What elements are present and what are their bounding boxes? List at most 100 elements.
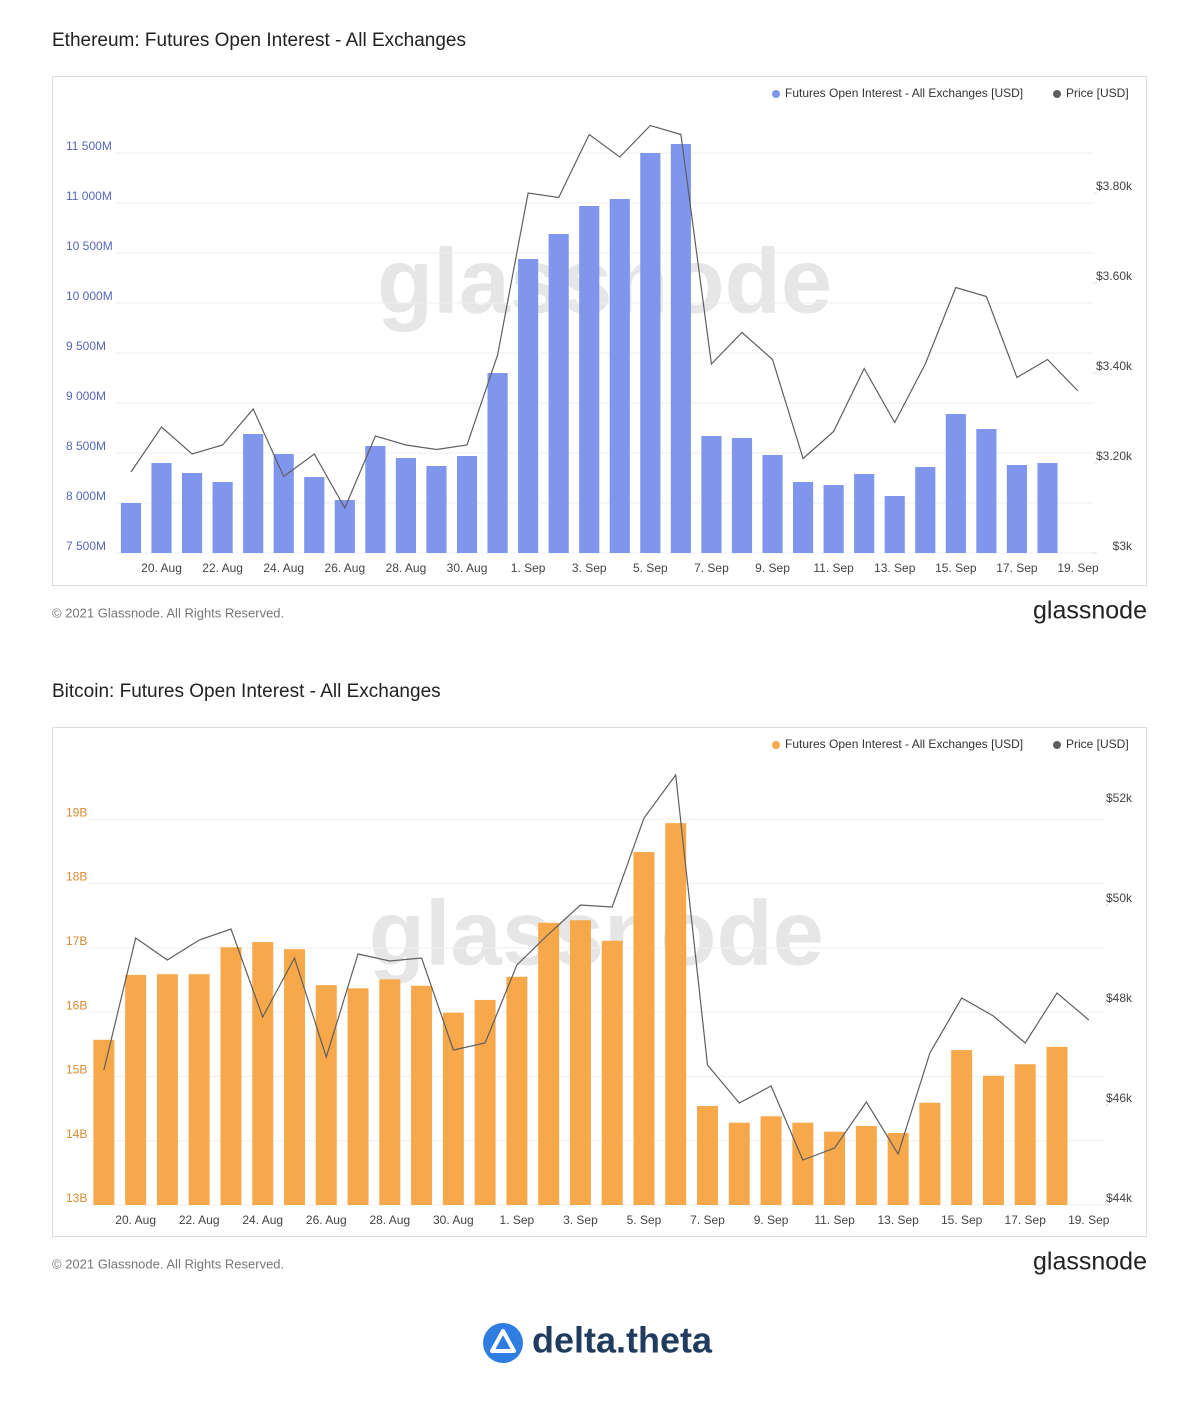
y-tick-label: 8 000M [66, 489, 106, 503]
chart-title: Ethereum: Futures Open Interest - All Ex… [52, 30, 466, 51]
bar [426, 466, 447, 553]
bar [601, 940, 623, 1205]
bar [1046, 1046, 1068, 1205]
y-tick-label: 13B [66, 1191, 87, 1205]
y-tick-label: 7 500M [66, 539, 106, 553]
y2-tick-label: $46k [1106, 1091, 1133, 1105]
bar [728, 1122, 750, 1205]
x-tick-label: 20. Aug [141, 561, 182, 575]
y-tick-label: 10 000M [66, 289, 113, 303]
x-tick-label: 15. Sep [935, 561, 977, 575]
bar [1014, 1064, 1036, 1205]
bar [982, 1075, 1004, 1205]
bar [379, 979, 401, 1205]
x-tick-label: 3. Sep [572, 561, 607, 575]
bar [220, 947, 242, 1205]
footer: © 2021 Glassnode. All Rights Reserved. [52, 605, 284, 620]
x-tick-label: 17. Sep [996, 561, 1038, 575]
x-tick-label: 28. Aug [369, 1213, 410, 1227]
bar [1006, 465, 1028, 553]
y2-tick-label: $52k [1106, 791, 1133, 805]
x-tick-label: 1. Sep [511, 561, 546, 575]
x-tick-label: 7. Sep [690, 1213, 725, 1227]
y2-tick-label: $3.40k [1096, 359, 1133, 373]
bar [474, 999, 496, 1205]
x-tick-label: 24. Aug [242, 1213, 283, 1227]
x-tick-label: 30. Aug [447, 561, 488, 575]
legend-swatch [1053, 741, 1061, 749]
bar [945, 414, 966, 553]
bar [284, 949, 305, 1205]
bar [506, 976, 528, 1205]
bar [518, 259, 539, 553]
brand-icon [483, 1323, 523, 1363]
y2-tick-label: $48k [1106, 991, 1133, 1005]
watermark: glassnode [369, 882, 824, 984]
x-tick-label: 26. Aug [306, 1213, 347, 1227]
bar [548, 234, 569, 553]
bar [188, 974, 210, 1205]
bar [824, 1131, 846, 1205]
bar [151, 463, 172, 553]
bar [762, 455, 783, 553]
logo: glassnode [1033, 597, 1147, 625]
x-tick-label: 22. Aug [202, 561, 243, 575]
y-tick-label: 8 500M [66, 439, 106, 453]
x-tick-label: 24. Aug [263, 561, 304, 575]
x-tick-label: 22. Aug [179, 1213, 220, 1227]
legend-swatch [1053, 90, 1061, 98]
bar [569, 920, 591, 1205]
bar [976, 429, 997, 553]
bar [273, 454, 294, 553]
bar [579, 206, 600, 553]
bar [212, 482, 233, 553]
y-tick-label: 17B [66, 934, 87, 948]
legend-label: Futures Open Interest - All Exchanges [U… [785, 86, 1023, 100]
bar [120, 503, 142, 553]
bar [792, 482, 814, 553]
legend-label: Futures Open Interest - All Exchanges [U… [785, 737, 1023, 751]
x-tick-label: 26. Aug [324, 561, 365, 575]
bar [884, 496, 905, 553]
price-line [130, 124, 1079, 510]
y-tick-label: 11 000M [66, 189, 112, 203]
bar [640, 153, 661, 553]
x-tick-label: 9. Sep [755, 561, 790, 575]
x-tick-label: 13. Sep [874, 561, 916, 575]
bar [442, 1012, 464, 1205]
x-tick-label: 30. Aug [433, 1213, 474, 1227]
x-tick-label: 15. Sep [941, 1213, 983, 1227]
bar [347, 988, 369, 1205]
y-tick-label: 16B [66, 998, 87, 1012]
bar [609, 199, 630, 553]
bar [334, 500, 355, 553]
bar [1037, 463, 1058, 553]
bar [854, 474, 875, 553]
watermark: glassnode [377, 230, 832, 332]
bar [538, 922, 560, 1205]
x-tick-label: 19. Sep [1068, 1213, 1110, 1227]
bar [665, 823, 687, 1205]
y2-tick-label: $44k [1106, 1191, 1133, 1205]
bar [304, 477, 325, 553]
x-tick-label: 3. Sep [563, 1213, 598, 1227]
y-tick-label: 10 500M [66, 239, 113, 253]
x-tick-label: 7. Sep [694, 561, 729, 575]
price-line [103, 773, 1090, 1161]
x-tick-label: 17. Sep [1005, 1213, 1047, 1227]
bar [487, 373, 508, 553]
x-tick-label: 5. Sep [633, 561, 668, 575]
bar [823, 485, 844, 553]
chart: Ethereum: Futures Open Interest - All Ex… [52, 30, 1147, 625]
bar [395, 458, 417, 553]
bar [252, 942, 274, 1205]
x-tick-label: 28. Aug [386, 561, 427, 575]
bar [411, 985, 433, 1205]
bar [670, 144, 691, 553]
bar [243, 434, 264, 553]
x-tick-label: 1. Sep [500, 1213, 535, 1227]
brand-icon-circle [483, 1323, 523, 1363]
bar [701, 436, 722, 553]
